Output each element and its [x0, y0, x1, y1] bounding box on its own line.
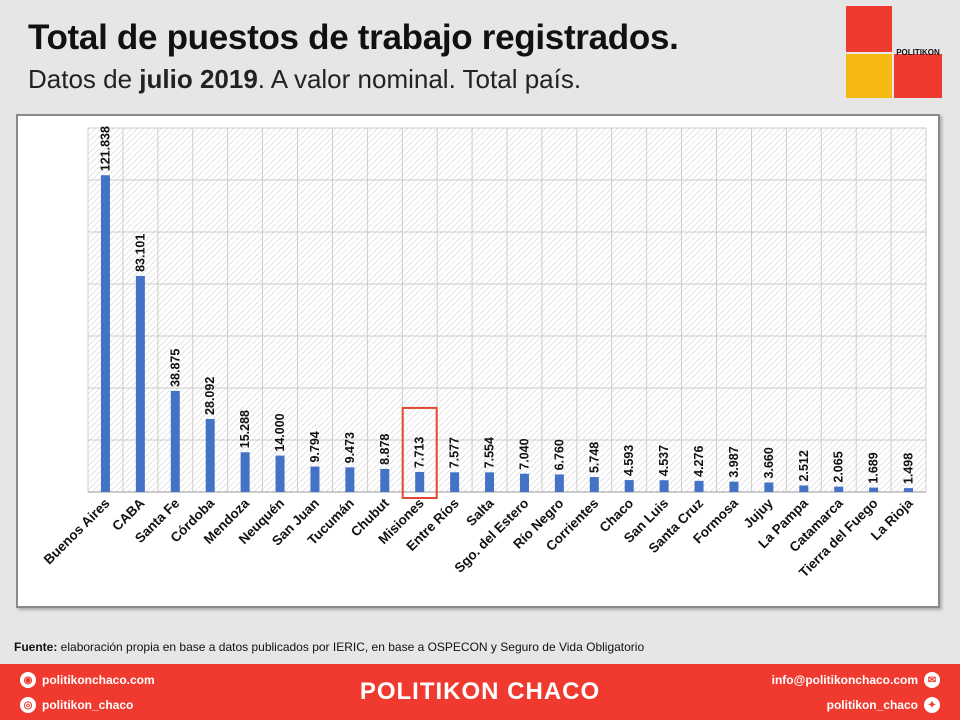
bar: [240, 452, 250, 492]
data-label: 15.288: [238, 410, 252, 448]
subtitle-date: julio 2019: [139, 64, 258, 94]
data-label: 2.512: [797, 450, 811, 481]
bar: [554, 474, 564, 492]
data-label: 4.276: [692, 446, 706, 477]
source-note: Fuente: elaboración propia en base a dat…: [14, 640, 644, 654]
data-label: 1.498: [902, 453, 916, 484]
data-label: 3.660: [762, 447, 776, 478]
logo-red-square: [846, 6, 892, 52]
footer-instagram-text: politikon_chaco: [42, 698, 134, 712]
bar: [275, 455, 285, 492]
category-tick-label: Buenos Aires: [41, 496, 113, 568]
page-title: Total de puestos de trabajo registrados.: [28, 18, 679, 57]
data-label: 6.760: [552, 439, 566, 470]
bar: [310, 466, 320, 492]
highlight-box: [401, 406, 438, 499]
twitter-icon: ✦: [924, 697, 940, 713]
bar: [415, 471, 425, 492]
data-label: 4.593: [622, 445, 636, 476]
bar: [624, 480, 634, 492]
data-label: 7.577: [448, 437, 462, 468]
data-label: 121.838: [98, 126, 112, 171]
bar: [694, 480, 704, 492]
logo-red-square-bottom: [894, 54, 942, 98]
subtitle-suffix: . A valor nominal. Total país.: [257, 64, 582, 94]
footer-brand: POLITIKON CHACO: [359, 678, 601, 705]
footer-bar: ◉ politikonchaco.com ◎ politikon_chaco P…: [0, 664, 960, 720]
bar: [450, 472, 460, 492]
logo-text: POLITIKON: [896, 48, 940, 57]
footer-instagram[interactable]: ◎ politikon_chaco: [20, 697, 133, 713]
data-label: 14.000: [273, 413, 287, 451]
subtitle-prefix: Datos de: [28, 64, 140, 94]
bar: [764, 482, 774, 492]
globe-icon: ◉: [20, 672, 36, 688]
page-subtitle: Datos de julio 2019. A valor nominal. To…: [28, 64, 581, 95]
source-label: Fuente:: [14, 640, 58, 654]
data-label: 7.554: [483, 437, 497, 468]
data-label: 4.537: [657, 445, 671, 476]
footer-email-text: info@politikonchaco.com: [771, 673, 918, 687]
data-label: 38.875: [168, 349, 182, 387]
bar: [729, 481, 739, 492]
footer-web-text: politikonchaco.com: [42, 673, 155, 687]
bar: [135, 275, 145, 492]
data-label: 83.101: [133, 234, 147, 272]
bar: [659, 480, 669, 492]
bar: [380, 468, 390, 492]
data-label: 8.878: [378, 434, 392, 465]
bar: [834, 486, 844, 492]
bar: [589, 477, 599, 492]
bar: [170, 390, 180, 492]
footer-twitter-text: politikon_chaco: [826, 698, 918, 712]
bar: [519, 473, 529, 492]
data-label: 2.065: [832, 451, 846, 482]
bar: [205, 418, 215, 492]
data-label: 28.092: [203, 377, 217, 415]
bar: [904, 488, 914, 492]
chart-container: 121.838 Buenos Aires 83.101 CABA 38.875 Santa…: [16, 114, 940, 608]
bar: [485, 472, 495, 492]
bar: [345, 467, 355, 492]
data-label: 7.040: [517, 438, 531, 469]
data-label: 9.473: [343, 432, 357, 463]
data-label: 7.713: [413, 437, 427, 468]
data-label: 5.748: [587, 442, 601, 473]
politikon-logo: POLITIKON: [846, 6, 942, 98]
data-label: 1.689: [867, 452, 881, 483]
source-text: elaboración propia en base a datos publi…: [57, 640, 645, 654]
logo-gray-square: [894, 6, 942, 52]
bar: [799, 485, 809, 492]
bar: [869, 487, 879, 492]
footer-twitter[interactable]: politikon_chaco ✦: [827, 697, 940, 713]
data-label: 3.987: [727, 446, 741, 477]
instagram-icon: ◎: [20, 697, 36, 713]
data-label: 9.794: [308, 431, 322, 462]
logo-yellow-square: [846, 54, 892, 98]
bar: [100, 175, 110, 492]
footer-email[interactable]: info@politikonchaco.com ✉: [772, 672, 940, 688]
envelope-icon: ✉: [924, 672, 940, 688]
footer-web[interactable]: ◉ politikonchaco.com: [20, 672, 155, 688]
